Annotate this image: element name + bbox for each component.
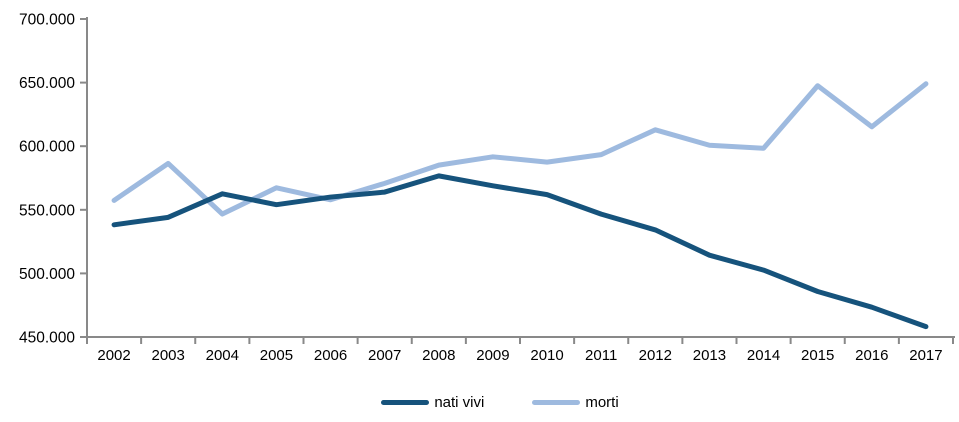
chart-legend: nati vivi morti bbox=[0, 392, 959, 412]
legend-item-nati-vivi: nati vivi bbox=[381, 395, 484, 410]
x-tick-label: 2017 bbox=[909, 347, 942, 364]
x-tick-label: 2015 bbox=[801, 347, 834, 364]
x-tick-label: 2016 bbox=[855, 347, 888, 364]
x-tick-label: 2003 bbox=[152, 347, 185, 364]
x-tick-label: 2004 bbox=[206, 347, 239, 364]
y-tick-label: 450.000 bbox=[19, 330, 75, 347]
x-tick-label: 2002 bbox=[97, 347, 130, 364]
legend-swatch-nati-vivi bbox=[381, 399, 430, 405]
y-tick-label: 550.000 bbox=[19, 202, 75, 219]
x-tick-label: 2010 bbox=[530, 347, 563, 364]
x-tick-label: 2012 bbox=[639, 347, 672, 364]
x-tick-label: 2009 bbox=[476, 347, 509, 364]
legend-label-nati-vivi: nati vivi bbox=[434, 393, 485, 411]
x-tick-label: 2007 bbox=[368, 347, 401, 364]
legend-swatch-morti bbox=[532, 399, 581, 405]
x-tick-label: 2008 bbox=[422, 347, 455, 364]
y-tick-label: 500.000 bbox=[19, 266, 75, 283]
y-tick-label: 600.000 bbox=[19, 139, 75, 156]
y-tick-label: 650.000 bbox=[19, 75, 75, 92]
x-tick-label: 2011 bbox=[585, 347, 617, 364]
x-tick-label: 2013 bbox=[693, 347, 726, 364]
x-tick-label: 2006 bbox=[314, 347, 347, 364]
x-tick-label: 2014 bbox=[747, 347, 780, 364]
legend-label-morti: morti bbox=[585, 393, 619, 411]
legend-item-morti: morti bbox=[532, 393, 619, 411]
y-tick-label: 700.000 bbox=[19, 12, 75, 29]
series-line-nati-vivi bbox=[111, 173, 929, 330]
x-tick-label: 2005 bbox=[260, 347, 293, 364]
